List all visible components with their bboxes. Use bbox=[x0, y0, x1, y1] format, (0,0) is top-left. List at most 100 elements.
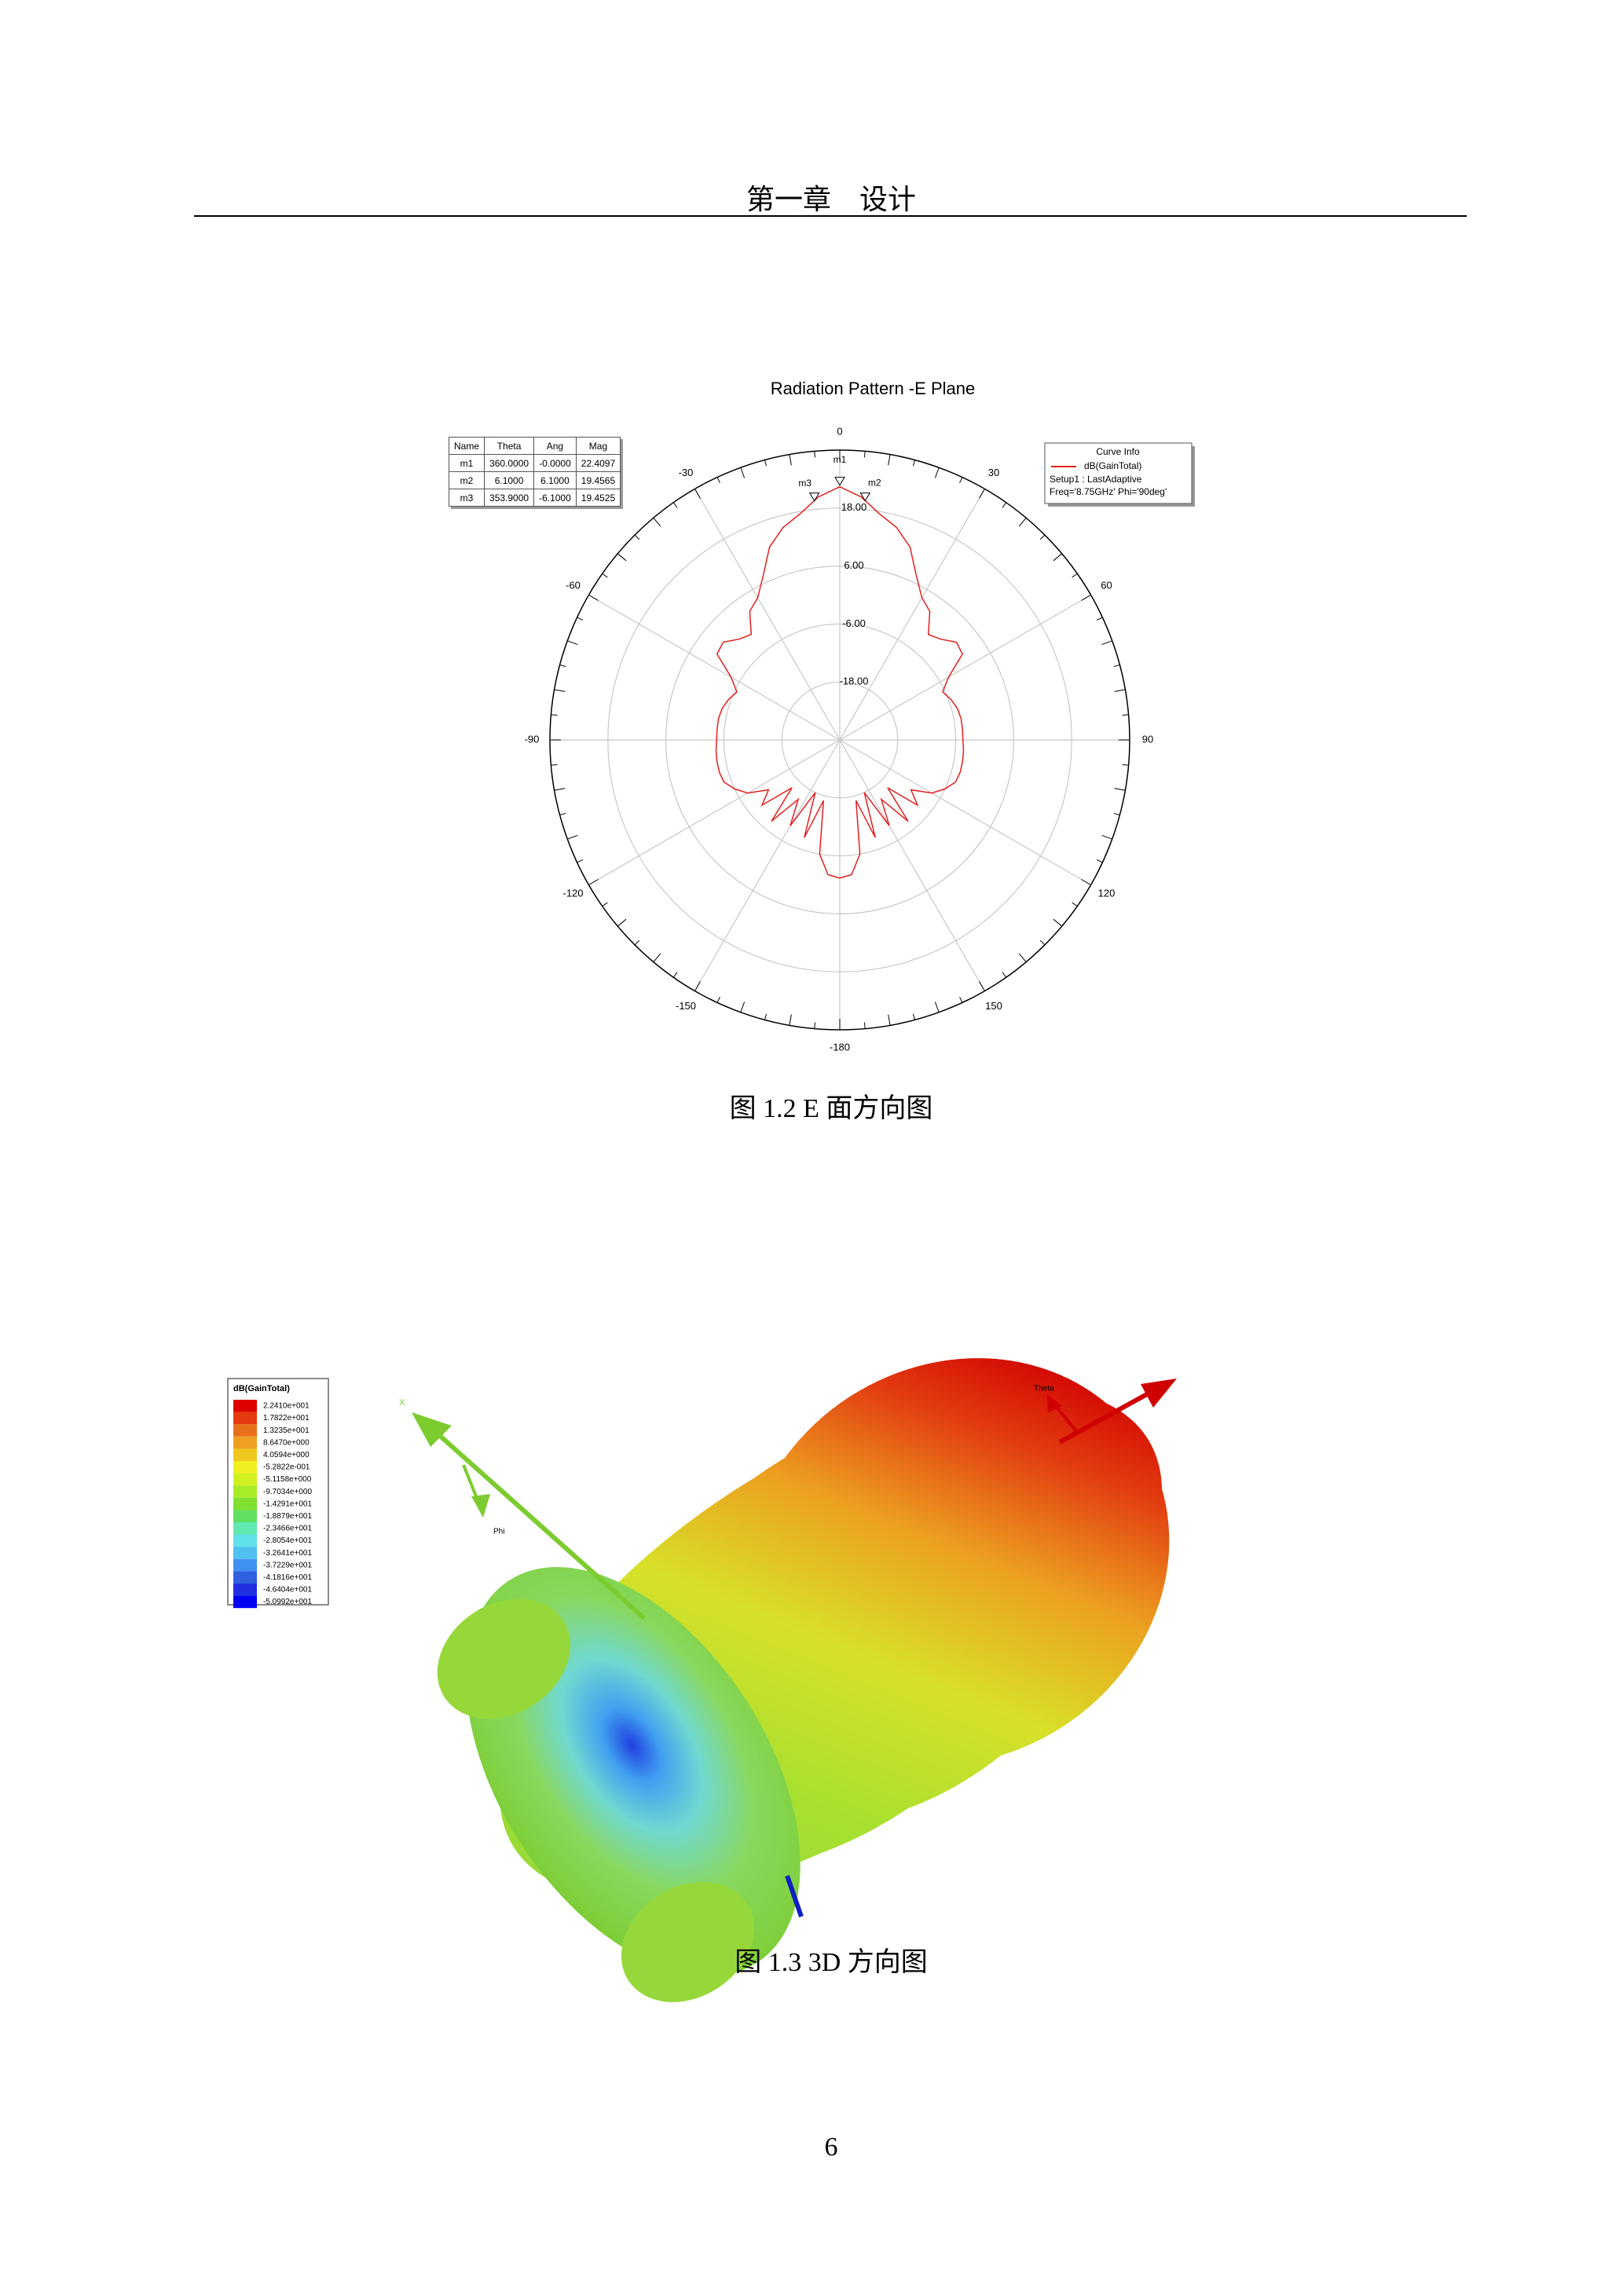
rim-tick bbox=[694, 489, 701, 499]
rim-tick bbox=[1081, 595, 1091, 601]
rim-tick bbox=[588, 595, 599, 601]
colorbar-swatch bbox=[233, 1448, 257, 1461]
rim-tick bbox=[1096, 617, 1103, 621]
rim-tick bbox=[959, 996, 963, 1003]
angle-tick-label: 90 bbox=[1142, 733, 1153, 745]
rim-tick bbox=[554, 788, 566, 791]
angle-tick-label: 30 bbox=[988, 467, 999, 478]
rim-tick bbox=[588, 879, 599, 885]
curve-info-box bbox=[1044, 442, 1193, 504]
rim-tick bbox=[1101, 834, 1112, 840]
colorbar-swatch bbox=[233, 1534, 257, 1547]
colorbar-label: 1.7822e+001 bbox=[263, 1414, 310, 1423]
curve-info-setup: Setup1 : LastAdaptive bbox=[1050, 474, 1142, 485]
colorbar-label: -1.4291e+001 bbox=[263, 1500, 312, 1508]
rim-tick bbox=[764, 1013, 768, 1020]
rim-tick bbox=[716, 477, 720, 484]
table-header-cell: Name bbox=[448, 437, 485, 455]
table-cell: m1 bbox=[448, 454, 485, 472]
rim-tick bbox=[1122, 714, 1129, 716]
curve-info-title: Curve Info bbox=[1096, 446, 1140, 457]
rim-tick bbox=[554, 689, 566, 692]
table-cell: 6.1000 bbox=[533, 471, 577, 489]
marker-triangle bbox=[859, 493, 871, 502]
chart-title: Radiation Pattern -E Plane bbox=[771, 379, 976, 398]
rim-tick bbox=[789, 1014, 792, 1026]
colorbar-label: -5.2822e-001 bbox=[263, 1463, 310, 1472]
table-header-row: Name Theta Ang Mag bbox=[448, 437, 621, 455]
colorbar-swatch bbox=[233, 1473, 257, 1486]
lobe bbox=[672, 1421, 948, 1630]
colorbar-label: -3.2641e+001 bbox=[263, 1549, 312, 1558]
rim-tick bbox=[1053, 553, 1062, 562]
grid-spoke bbox=[588, 594, 841, 741]
table-cell: m3 bbox=[448, 489, 485, 507]
marker-label: m1 bbox=[833, 454, 847, 465]
table-header-cell: Mag bbox=[575, 437, 621, 455]
grid-spoke bbox=[839, 739, 986, 991]
axis-label-theta: Theta bbox=[1034, 1385, 1054, 1393]
r-tick-label: 6.00 bbox=[844, 559, 863, 571]
rim-tick bbox=[789, 454, 792, 466]
rim-tick bbox=[602, 902, 608, 907]
rim-tick bbox=[1101, 640, 1112, 646]
y-axis-arrow bbox=[785, 1875, 804, 1917]
angle-tick-label: 150 bbox=[985, 1000, 1002, 1012]
colorbar-label: 2.2410e+001 bbox=[263, 1402, 310, 1411]
arrow-head bbox=[1141, 1379, 1177, 1408]
header-title: 第一章 设计 bbox=[746, 184, 916, 215]
colorbar-swatch bbox=[233, 1412, 257, 1425]
colorbar-label: -1.8879e+001 bbox=[263, 1512, 312, 1521]
rim-tick bbox=[1081, 879, 1091, 885]
angle-tick-label: -60 bbox=[566, 579, 581, 591]
rim-tick bbox=[672, 502, 678, 508]
colorbar-swatch bbox=[233, 1400, 257, 1412]
grid-spoke bbox=[694, 739, 841, 991]
rim-tick bbox=[1113, 665, 1120, 668]
lobe bbox=[621, 1881, 755, 2002]
colorbar-label: -2.8054e+001 bbox=[263, 1536, 312, 1545]
grid-spoke bbox=[839, 739, 1091, 886]
rim-tick bbox=[1039, 939, 1046, 946]
rim-tick bbox=[634, 939, 640, 946]
rim-tick bbox=[1072, 573, 1078, 578]
table-cell: m2 bbox=[448, 471, 485, 489]
rim-tick bbox=[863, 451, 866, 458]
rim-tick bbox=[1002, 972, 1007, 978]
table-cell: -0.0000 bbox=[533, 454, 577, 472]
rim-tick bbox=[1039, 534, 1046, 540]
colorbar-label: 4.0594e+000 bbox=[263, 1451, 310, 1459]
rim-tick bbox=[888, 1014, 891, 1026]
colorbar-label: -9.7034e+000 bbox=[263, 1488, 312, 1496]
grid-spoke bbox=[839, 594, 1091, 741]
rim-tick bbox=[1053, 918, 1062, 927]
table-cell: -6.1000 bbox=[533, 489, 577, 507]
rim-tick bbox=[1114, 689, 1126, 692]
arrow-head bbox=[412, 1412, 452, 1447]
rim-tick bbox=[1096, 859, 1103, 863]
axis-label-x: X bbox=[399, 1398, 405, 1408]
colorbar-label: -5.1158e+000 bbox=[263, 1475, 312, 1484]
angle-tick-label: 60 bbox=[1101, 579, 1112, 591]
rim-tick bbox=[602, 573, 608, 578]
rim-tick bbox=[934, 1002, 940, 1013]
marker-triangle bbox=[808, 493, 820, 502]
colorbar-label: 1.3235e+001 bbox=[263, 1426, 310, 1435]
angle-tick-label: -180 bbox=[830, 1041, 850, 1053]
rim-tick bbox=[653, 518, 661, 527]
rim-tick bbox=[959, 477, 963, 484]
colorbar-label: -5.0992e+001 bbox=[263, 1598, 312, 1606]
table-cell: 22.4097 bbox=[575, 454, 621, 472]
colorbar-swatch bbox=[233, 1436, 257, 1449]
table-cell: 19.4525 bbox=[575, 489, 621, 507]
r-tick-label: -18.00 bbox=[840, 676, 869, 687]
rim-tick bbox=[979, 981, 985, 991]
colorbar-swatch bbox=[233, 1485, 257, 1498]
angle-tick-label: 120 bbox=[1098, 887, 1116, 899]
rim-tick bbox=[1114, 788, 1126, 791]
table-row: m1 360.0000 -0.0000 22.4097 bbox=[448, 454, 621, 472]
rim-tick bbox=[577, 617, 584, 621]
rim-tick bbox=[740, 1002, 746, 1013]
